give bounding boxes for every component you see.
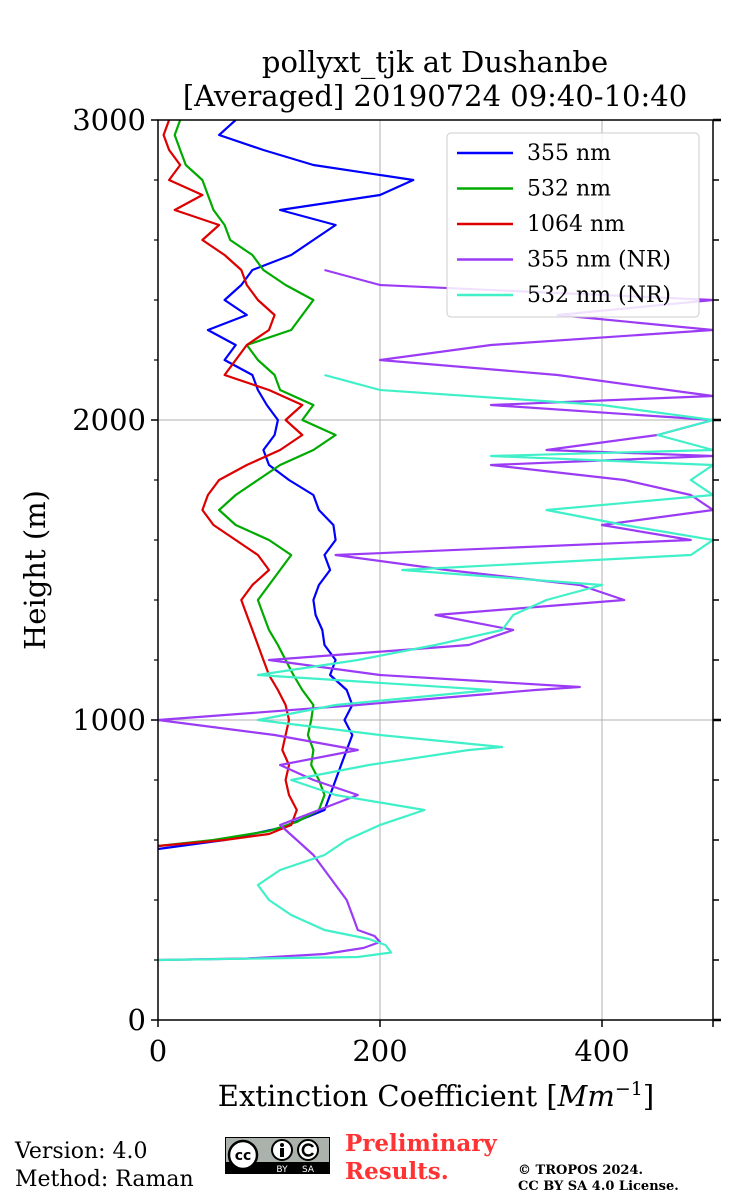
series-line-2 xyxy=(158,120,304,848)
cc-license-logo: cc BY SA xyxy=(225,1137,330,1179)
version-line: Version: 4.0 xyxy=(15,1139,148,1164)
series-line-4 xyxy=(158,373,713,962)
plot-frame xyxy=(157,119,714,1021)
by-text: BY xyxy=(276,1165,288,1175)
preliminary-notice: Preliminary Results. xyxy=(345,1130,497,1186)
x-axis-label: Extinction Coefficient [Mm−1] xyxy=(218,1078,654,1113)
version-info: Version: 4.0 Method: Raman xyxy=(15,1138,194,1194)
legend-label-4: 532 nm (NR) xyxy=(527,283,671,308)
x-tick-label: 200 xyxy=(352,1034,407,1068)
copyright-line2: CC BY SA 4.0 License. xyxy=(518,1179,679,1194)
x-tick-label: 400 xyxy=(574,1034,629,1068)
legend-label-0: 355 nm xyxy=(527,141,611,166)
y-tick-label: 3000 xyxy=(72,103,146,137)
x-tick-label: 0 xyxy=(149,1034,167,1068)
method-line: Method: Raman xyxy=(15,1167,194,1192)
y-tick-label: 2000 xyxy=(72,403,146,437)
sa-text: SA xyxy=(302,1165,315,1175)
prelim-line1: Preliminary xyxy=(345,1130,497,1157)
legend-box xyxy=(446,132,700,318)
copyright-notice: © TROPOS 2024. CC BY SA 4.0 License. xyxy=(518,1163,679,1195)
chart-title-line2: [Averaged] 20190724 09:40-10:40 xyxy=(183,79,687,113)
y-axis-label: Height (m) xyxy=(18,490,52,650)
legend: 355 nm 532 nm 1064 nm 355 nm (NR) 532 nm (NR… xyxy=(446,132,700,318)
series-line-1 xyxy=(158,120,337,848)
chart-title-line1: pollyxt_tjk at Dushanbe xyxy=(262,45,608,80)
legend-label-2: 1064 nm xyxy=(527,212,625,237)
cc-text: cc xyxy=(235,1148,252,1164)
y-tick-label: 0 xyxy=(128,1003,146,1037)
legend-label-1: 532 nm xyxy=(527,177,611,202)
ticks: 0 200 400 0 1000 2000 3000 xyxy=(72,103,721,1068)
copyright-line1: © TROPOS 2024. xyxy=(518,1163,644,1178)
series-line-3 xyxy=(158,268,713,962)
legend-label-3: 355 nm (NR) xyxy=(527,248,671,273)
y-tick-label: 1000 xyxy=(72,703,146,737)
series-line-0 xyxy=(158,120,415,851)
series-group xyxy=(158,120,713,962)
prelim-line2: Results. xyxy=(345,1158,449,1185)
